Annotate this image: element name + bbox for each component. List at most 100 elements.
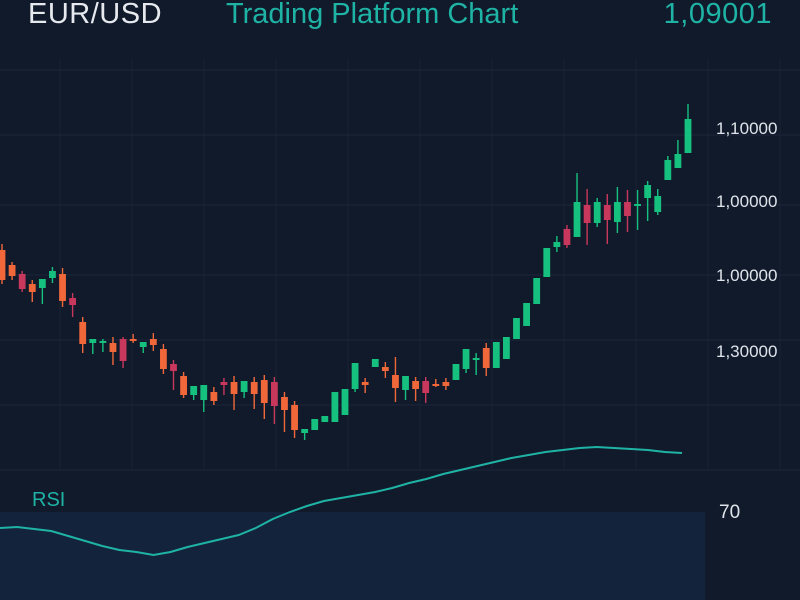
candle[interactable] xyxy=(634,190,641,230)
candle-body xyxy=(139,342,147,347)
candle[interactable] xyxy=(311,419,319,430)
candle[interactable] xyxy=(513,318,520,339)
candle-body xyxy=(553,242,561,247)
candle[interactable] xyxy=(462,349,470,373)
candle[interactable] xyxy=(442,378,450,390)
candle[interactable] xyxy=(139,342,147,353)
candle[interactable] xyxy=(200,385,208,412)
candle[interactable] xyxy=(79,317,87,353)
price-axis-tick-label: 1,10000 xyxy=(716,119,777,138)
candle[interactable] xyxy=(210,387,218,405)
candle-body xyxy=(513,318,520,339)
candle[interactable] xyxy=(28,280,36,302)
candle[interactable] xyxy=(250,377,258,409)
candle[interactable] xyxy=(240,381,248,398)
candle[interactable] xyxy=(160,344,167,374)
candle[interactable] xyxy=(341,389,349,415)
rsi-title: RSI xyxy=(32,489,65,511)
candle-body xyxy=(79,322,87,344)
candle[interactable] xyxy=(392,357,399,402)
candle[interactable] xyxy=(543,248,551,277)
candle[interactable] xyxy=(301,429,309,440)
candle[interactable] xyxy=(321,416,329,422)
candle-body xyxy=(281,397,288,410)
candle[interactable] xyxy=(533,278,541,304)
candle-body xyxy=(180,376,187,395)
candle[interactable] xyxy=(8,262,16,280)
candle[interactable] xyxy=(331,392,339,422)
candle-body xyxy=(38,279,46,288)
candle[interactable] xyxy=(613,187,621,233)
candle[interactable] xyxy=(129,334,137,343)
candle-body xyxy=(482,348,490,368)
candle[interactable] xyxy=(563,225,571,248)
candle[interactable] xyxy=(684,104,692,153)
candle[interactable] xyxy=(523,303,530,326)
pair-title: EUR/USD xyxy=(28,0,163,30)
candle[interactable] xyxy=(190,386,198,400)
candle-body xyxy=(462,349,470,369)
candle-body xyxy=(240,381,248,392)
candle[interactable] xyxy=(603,194,611,244)
candle[interactable] xyxy=(119,337,127,368)
candle[interactable] xyxy=(59,268,66,307)
candle[interactable] xyxy=(18,271,26,292)
candle[interactable] xyxy=(644,181,652,221)
candle[interactable] xyxy=(412,377,420,401)
candle[interactable] xyxy=(260,375,268,419)
candle[interactable] xyxy=(89,339,97,354)
candle[interactable] xyxy=(432,379,440,387)
candle-body xyxy=(563,229,571,245)
candle[interactable] xyxy=(452,364,460,380)
candle[interactable] xyxy=(371,359,379,367)
candle[interactable] xyxy=(281,392,288,432)
candle-body xyxy=(301,429,309,433)
candle-body xyxy=(613,202,621,222)
candle[interactable] xyxy=(0,244,6,284)
candle-body xyxy=(422,381,430,393)
candle-body xyxy=(250,382,258,394)
candle[interactable] xyxy=(583,189,591,245)
candle-body xyxy=(412,381,420,389)
candle[interactable] xyxy=(230,376,238,410)
candle-body xyxy=(664,160,672,180)
candle-body xyxy=(149,339,157,345)
candle[interactable] xyxy=(149,333,157,351)
candle-body xyxy=(573,202,581,237)
candle[interactable] xyxy=(482,343,490,376)
candle-body xyxy=(351,363,359,389)
candle[interactable] xyxy=(422,377,430,403)
candle[interactable] xyxy=(69,293,77,317)
candle[interactable] xyxy=(624,190,631,232)
candle[interactable] xyxy=(109,337,117,365)
candle-body xyxy=(190,386,198,395)
candle-body xyxy=(59,274,66,301)
candle[interactable] xyxy=(99,339,107,352)
candle[interactable] xyxy=(402,376,409,400)
candle[interactable] xyxy=(170,360,177,390)
candle[interactable] xyxy=(664,156,672,180)
candle[interactable] xyxy=(351,363,359,392)
candle[interactable] xyxy=(38,279,46,304)
candle-body xyxy=(210,392,218,401)
candle[interactable] xyxy=(361,378,369,393)
candle[interactable] xyxy=(291,401,298,438)
candle[interactable] xyxy=(503,337,510,359)
candle[interactable] xyxy=(573,173,581,237)
candle-body xyxy=(583,205,591,223)
candle[interactable] xyxy=(220,378,228,395)
candle[interactable] xyxy=(49,267,56,283)
candle-body xyxy=(503,337,510,359)
candle[interactable] xyxy=(674,140,682,168)
rsi-level-label: 70 xyxy=(719,502,740,523)
candle[interactable] xyxy=(593,198,601,227)
candle[interactable] xyxy=(381,362,389,378)
candle[interactable] xyxy=(472,353,480,375)
candle[interactable] xyxy=(270,377,278,424)
candle-body xyxy=(634,204,641,206)
candle[interactable] xyxy=(180,372,187,398)
candle[interactable] xyxy=(654,189,662,215)
candle[interactable] xyxy=(553,236,561,252)
candle[interactable] xyxy=(492,342,500,368)
